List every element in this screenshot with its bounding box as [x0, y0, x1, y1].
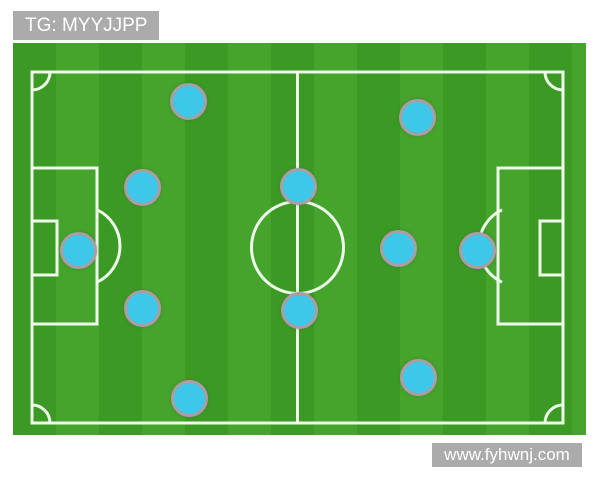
right-penalty-area	[496, 166, 565, 326]
left-penalty-arc	[96, 208, 122, 284]
corner-arc-bottom-left	[31, 403, 52, 424]
right-goal-area	[538, 219, 565, 277]
left-goal-area	[30, 219, 59, 277]
player-marker-winger-top[interactable]	[398, 98, 436, 136]
corner-arc-top-left	[31, 71, 52, 92]
corner-arc-bottom-right	[543, 403, 564, 424]
pitch-markings	[30, 70, 565, 425]
player-marker-striker[interactable]	[458, 231, 496, 269]
player-marker-defender-top[interactable]	[169, 82, 207, 120]
player-marker-midfielder-top[interactable]	[279, 167, 317, 205]
corner-arc-top-right	[543, 71, 564, 92]
pitch	[13, 43, 586, 435]
player-marker-defender-center-bottom[interactable]	[123, 289, 161, 327]
player-marker-midfielder-bottom[interactable]	[280, 291, 318, 329]
player-marker-winger-bottom[interactable]	[399, 358, 437, 396]
tag-label: TG: MYYJJPP	[13, 11, 160, 40]
player-marker-defender-center-top[interactable]	[123, 168, 161, 206]
watermark: www.fyhwnj.com	[432, 443, 582, 467]
player-marker-defender-bottom[interactable]	[170, 379, 208, 417]
player-marker-goalkeeper[interactable]	[59, 231, 97, 269]
player-marker-attacking-midfielder[interactable]	[379, 229, 417, 267]
